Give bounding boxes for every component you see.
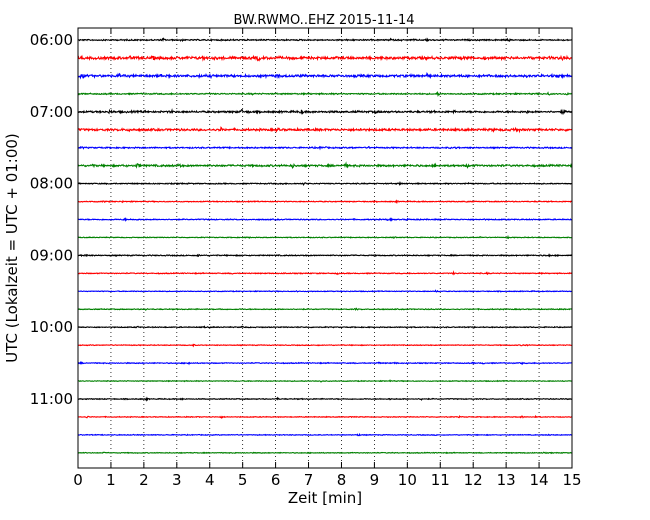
trace-row-1100 bbox=[77, 396, 573, 402]
trace-row-0830 bbox=[77, 217, 573, 223]
x-tick-label: 9 bbox=[370, 471, 380, 489]
trace-row-0600 bbox=[77, 37, 573, 43]
y-tick-label: 10:00 bbox=[30, 318, 73, 336]
trace-row-1115 bbox=[77, 414, 573, 420]
x-tick-label: 15 bbox=[562, 471, 581, 489]
x-tick-label: 4 bbox=[205, 471, 215, 489]
x-tick-label: 10 bbox=[398, 471, 417, 489]
x-tick-label: 1 bbox=[106, 471, 116, 489]
y-axis-ticks: 06:00 07:00 08:00 09:00 10:00 11:00 bbox=[30, 31, 572, 408]
y-tick-label: 09:00 bbox=[30, 246, 73, 264]
x-tick-label: 6 bbox=[271, 471, 281, 489]
x-tick-label: 11 bbox=[431, 471, 450, 489]
trace-row-1130 bbox=[77, 432, 573, 437]
trace-row-1015 bbox=[77, 343, 573, 348]
trace-row-0645 bbox=[77, 90, 573, 98]
x-tick-label: 7 bbox=[304, 471, 314, 489]
trace-row-1030 bbox=[77, 360, 573, 366]
trace-row-0700 bbox=[77, 108, 573, 116]
trace-row-1000 bbox=[77, 325, 573, 329]
trace-row-0915 bbox=[77, 270, 573, 276]
y-tick-label: 06:00 bbox=[30, 31, 73, 49]
x-tick-label: 13 bbox=[497, 471, 516, 489]
x-tick-label: 14 bbox=[530, 471, 549, 489]
x-tick-label: 3 bbox=[172, 471, 182, 489]
x-axis-ticks: 0 1 2 3 4 5 6 7 8 9 10 11 12 13 14 15 bbox=[73, 28, 582, 489]
y-axis-label: UTC (Lokalzeit = UTC + 01:00) bbox=[3, 133, 21, 363]
trace-row-1145 bbox=[77, 451, 573, 455]
x-axis-label: Zeit [min] bbox=[288, 489, 362, 507]
x-tick-label: 5 bbox=[238, 471, 248, 489]
trace-row-0800 bbox=[77, 180, 573, 187]
trace-row-0730 bbox=[77, 145, 573, 151]
trace-row-0745 bbox=[77, 161, 573, 170]
trace-row-0945 bbox=[77, 307, 573, 311]
y-tick-label: 07:00 bbox=[30, 103, 73, 121]
y-tick-label: 08:00 bbox=[30, 175, 73, 193]
trace-row-0930 bbox=[77, 289, 573, 293]
chart-title: BW.RWMO..EHZ 2015-11-14 bbox=[233, 13, 414, 28]
x-tick-label: 2 bbox=[139, 471, 149, 489]
x-tick-label: 0 bbox=[73, 471, 83, 489]
x-tick-label: 8 bbox=[337, 471, 347, 489]
trace-row-0845 bbox=[77, 234, 573, 240]
plot-frame bbox=[77, 27, 573, 469]
trace-row-0815 bbox=[77, 199, 573, 204]
x-tick-label: 12 bbox=[464, 471, 483, 489]
y-tick-label: 11:00 bbox=[30, 390, 73, 408]
trace-row-0900 bbox=[77, 253, 573, 258]
trace-row-0630 bbox=[77, 72, 573, 80]
trace-row-0715 bbox=[77, 126, 573, 134]
trace-row-0615 bbox=[77, 54, 573, 62]
trace-row-1045 bbox=[77, 379, 573, 383]
x-gridlines bbox=[110, 28, 540, 468]
trace-rows bbox=[77, 37, 573, 455]
